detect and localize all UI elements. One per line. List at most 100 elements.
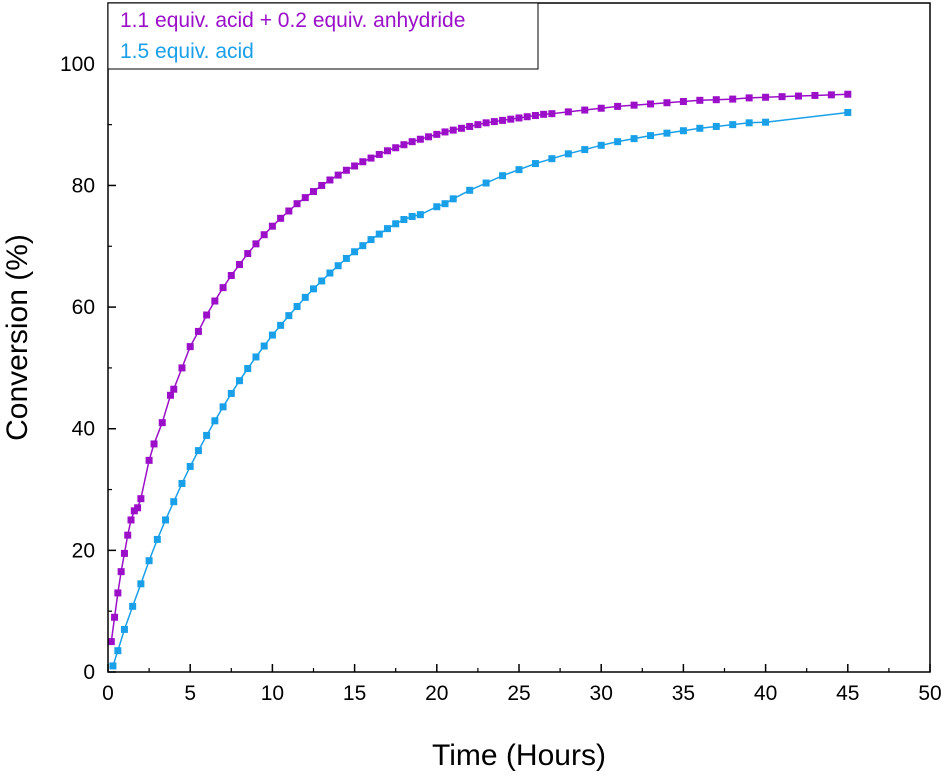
data-point (844, 108, 852, 116)
data-point (425, 133, 433, 141)
data-point (117, 568, 125, 576)
series-layer (107, 90, 852, 670)
data-point (474, 121, 482, 129)
data-point (499, 172, 507, 180)
data-point (293, 302, 301, 310)
data-point (285, 312, 293, 320)
legend-entry-acid: 1.5 equiv. acid (120, 40, 254, 63)
data-point (120, 549, 128, 557)
data-point (236, 261, 244, 269)
data-point (301, 293, 309, 301)
data-point (194, 447, 202, 455)
data-point (647, 100, 655, 108)
data-point (120, 625, 128, 633)
data-point (124, 531, 132, 539)
data-point (342, 166, 350, 174)
data-point (663, 129, 671, 137)
data-point (696, 96, 704, 104)
x-tick-label: 0 (102, 682, 114, 705)
data-point (150, 440, 158, 448)
data-point (170, 498, 178, 506)
data-point (134, 504, 142, 512)
data-point (227, 271, 235, 279)
data-point (729, 95, 737, 103)
data-point (499, 116, 507, 124)
data-point (548, 155, 556, 163)
data-point (679, 127, 687, 135)
data-point (359, 242, 367, 250)
series-0 (107, 90, 852, 646)
data-point (696, 124, 704, 132)
x-tick-label: 5 (184, 682, 196, 705)
data-point (630, 101, 638, 109)
data-point (449, 126, 457, 134)
data-point (137, 580, 145, 588)
data-point (351, 162, 359, 170)
data-point (581, 106, 589, 114)
data-point (581, 146, 589, 154)
data-point (457, 124, 465, 132)
data-point (268, 222, 276, 230)
data-point (166, 391, 174, 399)
data-point (523, 113, 531, 121)
data-point (482, 119, 490, 127)
data-point (293, 200, 301, 208)
data-point (416, 135, 424, 143)
data-point (277, 321, 285, 329)
data-point (158, 419, 166, 427)
series-1 (109, 108, 852, 670)
y-tick-label: 60 (72, 296, 95, 319)
data-point (729, 121, 737, 129)
data-point (186, 462, 194, 470)
data-point (827, 91, 835, 99)
data-point (127, 516, 135, 524)
data-point (153, 535, 161, 543)
data-point (400, 141, 408, 149)
data-point (334, 171, 342, 179)
data-point (342, 254, 350, 262)
data-point (203, 311, 211, 319)
data-point (107, 638, 115, 646)
data-point (375, 230, 383, 238)
data-point (170, 385, 178, 393)
data-point (794, 92, 802, 100)
y-tick-label: 20 (72, 539, 95, 562)
data-point (548, 110, 556, 118)
data-point (490, 118, 498, 126)
data-point (441, 200, 449, 208)
data-point (359, 158, 367, 166)
data-point (647, 132, 655, 140)
data-point (351, 248, 359, 256)
data-point (540, 110, 548, 118)
data-point (285, 207, 293, 215)
data-point (334, 262, 342, 270)
x-tick-label: 25 (507, 682, 530, 705)
data-point (310, 285, 317, 293)
data-point (310, 188, 317, 196)
y-tick-label: 100 (60, 53, 95, 76)
data-point (392, 144, 400, 152)
data-point (392, 220, 400, 228)
data-point (614, 102, 622, 110)
data-point (433, 130, 441, 138)
data-point (482, 179, 490, 187)
data-point (466, 186, 474, 194)
data-point (145, 456, 153, 464)
data-point (375, 150, 383, 158)
data-point (178, 479, 186, 487)
data-point (408, 212, 416, 220)
y-axis-title: Conversion (%) (1, 234, 34, 441)
data-point (383, 147, 391, 155)
data-point (712, 96, 720, 104)
data-point (400, 216, 408, 224)
legend: 1.1 equiv. acid + 0.2 equiv. anhydride 1… (107, 2, 539, 70)
x-tick-label: 50 (918, 682, 941, 705)
x-tick-label: 45 (836, 682, 859, 705)
data-point (137, 495, 145, 503)
data-point (416, 211, 424, 219)
data-point (260, 231, 268, 239)
x-tick-label: 40 (754, 682, 777, 705)
data-point (236, 377, 244, 385)
data-point (211, 417, 219, 425)
